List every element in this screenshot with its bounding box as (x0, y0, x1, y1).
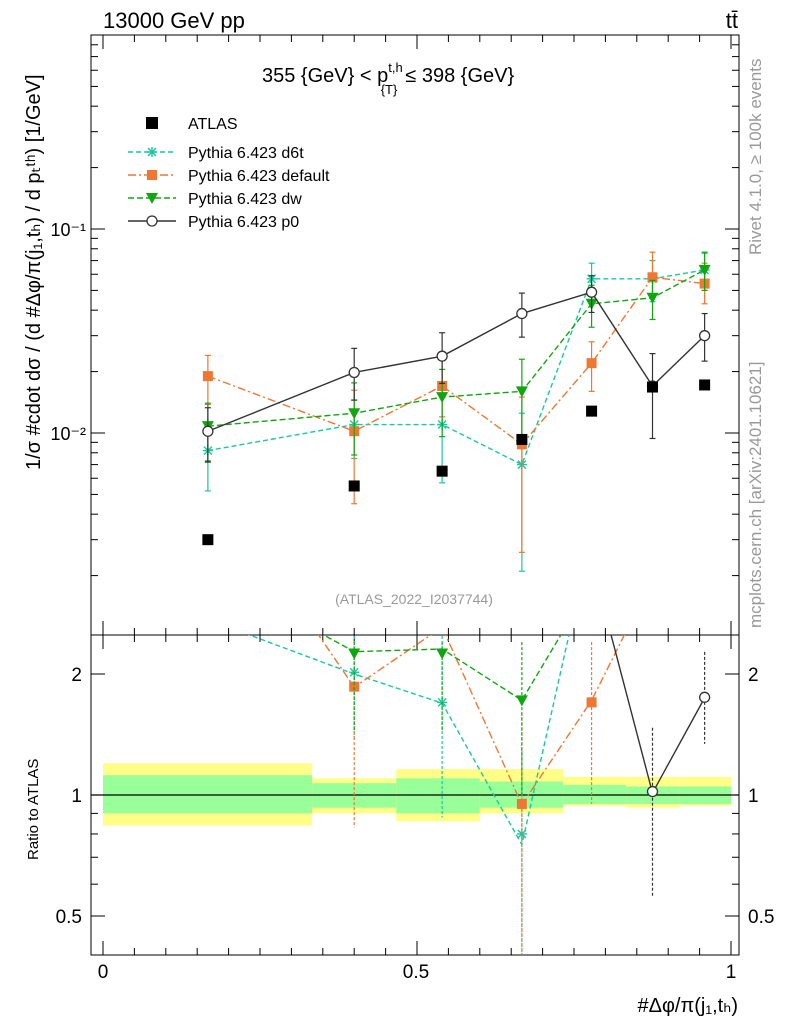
point-atlas (586, 405, 598, 417)
point-atlas (699, 379, 711, 391)
y-tick-label-ratio-1: 1 (71, 786, 82, 807)
header-left: 13000 GeV pp (103, 8, 245, 33)
series-line-pythia-6-423-p0 (207, 291, 706, 432)
x-tick-label-0: 0 (98, 962, 109, 983)
point-pythia-6-423-default (586, 358, 597, 369)
x-tick-label-1: 1 (726, 962, 737, 983)
y-axis-label-main: 1/σ #cdot dσ / (d #Δφ/π(j₁,tₕ) / d pₜᵗʰ)… (23, 74, 45, 470)
main-series (201, 251, 711, 572)
legend-marker-pythia-6-423-d6t-d2 (147, 147, 157, 157)
legend-marker-pythia-6-423-p0 (146, 215, 158, 227)
band-inner-0 (103, 775, 313, 814)
legend-marker-pythia-6-423-d6t (147, 147, 157, 157)
point-atlas (647, 381, 658, 393)
legend-marker-pythia-6-423-dw (146, 193, 158, 204)
legend-label-pythia-6-423-default: Pythia 6.423 default (188, 168, 330, 185)
point-pythia-6-423-p0 (516, 307, 528, 320)
ratio-point-pythia-6-423-default (516, 798, 527, 809)
point-pythia-6-423-dw (348, 408, 361, 420)
series-line-pythia-6-423-d6t (207, 269, 705, 466)
ratio-point-pythia-6-423-dw (515, 695, 528, 707)
side-top-label: Rivet 4.1.0, ≥ 100k events (746, 59, 765, 255)
legend-marker-atlas (146, 117, 158, 129)
legend-label-pythia-6-423-dw: Pythia 6.423 dw (188, 191, 302, 208)
point-pythia-6-423-dw (436, 392, 449, 404)
ratio-line-pythia-6-423-p0 (610, 635, 706, 795)
ratio-bands (103, 763, 731, 826)
legend-label-pythia-6-423-d6t: Pythia 6.423 d6t (188, 145, 304, 162)
point-pythia-6-423-default (647, 272, 658, 283)
y-tick-label-ratio-0.5: 0.5 (56, 907, 82, 928)
side-bottom-label: mcplots.cern.ch [arXiv:2401.10621] (746, 362, 765, 628)
point-pythia-6-423-p0 (436, 350, 448, 362)
band-inner-4 (563, 784, 627, 804)
ratio-point-pythia-6-423-default (586, 697, 597, 708)
ratio-series (247, 635, 711, 954)
ratio-point-pythia-6-423-p0 (698, 691, 711, 703)
y-axis-label-ratio: Ratio to ATLAS (25, 759, 42, 860)
ratio-point-pythia-6-423-dw (348, 648, 361, 660)
point-pythia-6-423-p0 (698, 330, 711, 342)
point-pythia-6-423-default (202, 371, 213, 382)
ratio-line-pythia-6-423-default (317, 635, 626, 807)
legend: ATLAS Pythia 6.423 d6t Pythia 6.423 defau… (128, 116, 330, 231)
legend-marker-pythia-6-423-default (147, 170, 157, 180)
point-atlas (202, 534, 214, 546)
point-pythia-6-423-dw (698, 264, 711, 276)
point-pythia-6-423-dw (646, 292, 659, 304)
point-pythia-6-423-dw (515, 386, 528, 398)
ratio-series-group (247, 635, 711, 954)
y-tick-label-ratio-right-1: 1 (748, 786, 759, 807)
main-ticks (91, 35, 739, 635)
analysis-watermark: (ATLAS_2022_I2037744) (335, 591, 493, 607)
legend-label-pythia-6-423-p0: Pythia 6.423 p0 (188, 214, 299, 231)
header-right: tt̄ (726, 8, 738, 33)
point-pythia-6-423-p0 (348, 366, 360, 379)
y-tick-label-ratio-2: 2 (71, 665, 82, 686)
ratio-point-pythia-6-423-p0 (646, 785, 659, 798)
y-tick-label-main-0.01: 10⁻² (50, 424, 86, 444)
x-axis-label: #Δφ/π(j₁,tₕ) (637, 995, 738, 1017)
point-pythia-6-423-p0 (202, 425, 214, 437)
y-tick-label-ratio-right-2: 2 (748, 665, 759, 686)
y-tick-label-main-0.1: 10⁻¹ (50, 220, 86, 240)
y-tick-label-ratio-right-0.5: 0.5 (748, 907, 774, 928)
band-inner-2 (396, 778, 480, 814)
panel-title: 355 {GeV} < pt,h {T}≤ 398 {GeV} (262, 60, 514, 97)
point-atlas (516, 433, 528, 445)
legend-label-atlas: ATLAS (188, 116, 238, 133)
ratio-line-pythia-6-423-dw (322, 635, 562, 702)
ratio-point-pythia-6-423-default (349, 681, 360, 692)
ratio-point-pythia-6-423-dw (436, 648, 449, 660)
point-atlas (436, 465, 448, 477)
point-pythia-6-423-p0 (585, 286, 598, 298)
x-tick-label-0.5: 0.5 (403, 962, 429, 983)
point-atlas (348, 480, 360, 492)
